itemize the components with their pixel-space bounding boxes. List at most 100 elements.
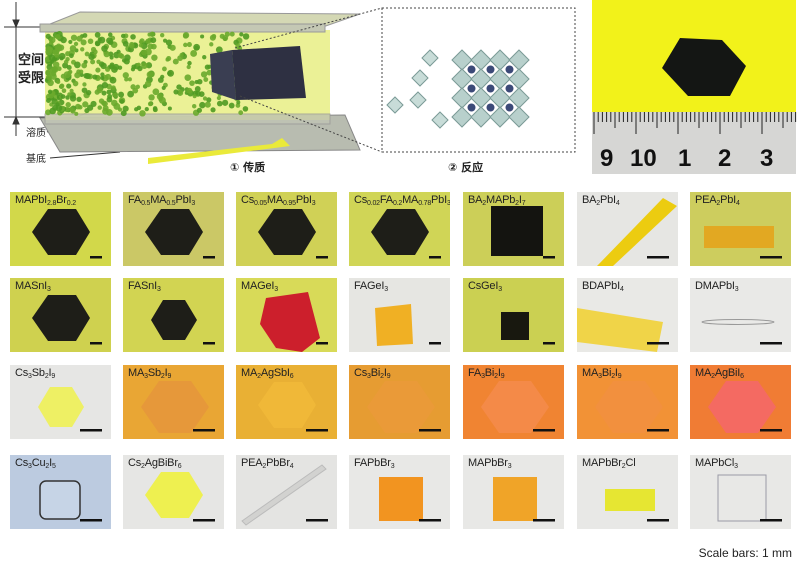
compound-label: Cs3Cu2I5 (15, 457, 56, 470)
scale-bar (760, 256, 782, 259)
formula-text: Cs (241, 194, 255, 206)
crystal-panel: Cs2AgBiBr6 (123, 455, 224, 529)
formula-subscript: 4 (289, 463, 294, 470)
formula-text: Br (56, 194, 67, 206)
crystal-image (701, 319, 782, 345)
crystal-shape (241, 464, 327, 526)
crystal-shape (481, 381, 549, 433)
compound-label: MA2AgSbI6 (241, 367, 294, 380)
formula-subscript: 6 (740, 373, 744, 380)
crystal-shape (708, 381, 776, 433)
formula-text: PbI (431, 194, 447, 206)
formula-text: I (383, 367, 387, 379)
crystal-shape (367, 381, 435, 433)
formula-subscript: 2 (45, 463, 50, 470)
scale-bar (419, 519, 441, 522)
crystal-shape (379, 477, 423, 521)
confined-space-label-line2: 受限 (18, 70, 45, 86)
formula-subscript: 3 (367, 373, 371, 380)
crystal-image (501, 312, 555, 345)
formula-text: FAGeI (354, 280, 385, 292)
formula-text: Cl (625, 457, 636, 469)
crystal-shape (595, 381, 663, 433)
compound-label: MAPbI2.8Br0.2 (15, 194, 76, 207)
perovskite-lattice (386, 49, 530, 129)
crystal-panel: BDAPbI4 (577, 278, 678, 352)
formula-text: MA (241, 367, 258, 379)
crystal-image (595, 381, 669, 433)
crystal-shape (258, 382, 316, 428)
crystal-image (605, 489, 669, 522)
compound-label: MAPbCl3 (695, 457, 738, 470)
formula-subscript: 2 (515, 200, 519, 207)
crystal-image (260, 292, 328, 352)
formula-subscript: 4 (736, 200, 740, 207)
crystal-shape (375, 304, 413, 346)
crystal-panel: PEA2PbI4 (690, 192, 791, 266)
crystal-image (371, 209, 441, 259)
formula-subscript: 6 (177, 463, 182, 470)
crystal-shape (258, 209, 316, 255)
formula-subscript: 2 (482, 200, 486, 207)
formula-text: Cs (354, 194, 368, 206)
formula-subscript: 3 (598, 373, 602, 380)
compound-label: FAPbBr3 (354, 457, 395, 470)
formula-subscript: 2 (141, 463, 145, 470)
crystal-panel: Cs0.05MA0.95PbI3 (236, 192, 337, 266)
crystal-shape (39, 480, 81, 520)
formula-text: Bi (601, 367, 612, 379)
scale-bar (316, 256, 328, 259)
scale-bar (80, 519, 102, 522)
crystal-image (145, 209, 215, 259)
formula-text: AgBiI (714, 367, 741, 379)
crystal-shape (701, 319, 775, 325)
formula-subscript: 2 (380, 373, 384, 380)
crystal-panel: Cs3Bi2I9 (349, 365, 450, 439)
compound-label: FA0.5MA0.5PbI3 (128, 194, 195, 207)
formula-subscript: 2 (160, 373, 165, 380)
crystal-panel: Cs3Cu2I5 (10, 455, 111, 529)
crystal-shape (260, 292, 320, 352)
crystal-image (38, 387, 102, 432)
compound-label: MAGeI3 (241, 280, 278, 293)
formula-subscript: 3 (734, 463, 738, 470)
formula-subscript: 2 (494, 373, 498, 380)
crystal-image (379, 477, 441, 522)
ruler-number: 1 (678, 145, 691, 172)
formula-subscript: 2 (596, 200, 600, 207)
formula-subscript: 9 (500, 373, 505, 380)
scale-bar (203, 342, 215, 345)
crystal-image (258, 382, 328, 432)
formula-text: FA (128, 194, 142, 206)
crystal-panel: BA2PbI4 (577, 192, 678, 266)
formula-text: DMAPbI (695, 280, 735, 292)
compound-label: DMAPbI3 (695, 280, 739, 293)
scale-bar (647, 256, 669, 259)
formula-subscript: 3 (507, 463, 512, 470)
formula-text: Sb (147, 367, 161, 379)
crystal-shape (717, 474, 767, 522)
formula-text: AgSbI (260, 367, 290, 379)
compound-label: FAGeI3 (354, 280, 388, 293)
crystal-shape (501, 312, 529, 340)
formula-text: FASnI (128, 280, 157, 292)
crystal-shape (605, 489, 655, 511)
formula-subscript: 0.02 (367, 200, 380, 207)
formula-text: MAPbBr (582, 457, 622, 469)
formula-subscript: 2 (711, 373, 715, 380)
formula-text: PbBr (266, 457, 290, 469)
scale-bar (193, 429, 215, 432)
formula-subscript: 9 (167, 373, 172, 380)
formula-subscript: 4 (615, 200, 620, 207)
schematic-figure: 空间 受限 溶质 基底 ① 传质 ② 反应 9 10 1 2 3 (4, 0, 797, 174)
crystal-panel: PEA2PbBr4 (236, 455, 337, 529)
formula-subscript: 0.5 (141, 200, 151, 207)
formula-text: I (497, 367, 501, 379)
scale-bar (647, 342, 669, 345)
formula-subscript: 3 (156, 286, 161, 293)
crystal-image (577, 308, 669, 352)
crystal-photo: 9 10 1 2 3 (592, 0, 797, 174)
step-reaction-label: ② 反应 (448, 160, 483, 174)
crystal-panel: FA0.5MA0.5PbI3 (123, 192, 224, 266)
ruler-number: 9 (600, 145, 613, 172)
